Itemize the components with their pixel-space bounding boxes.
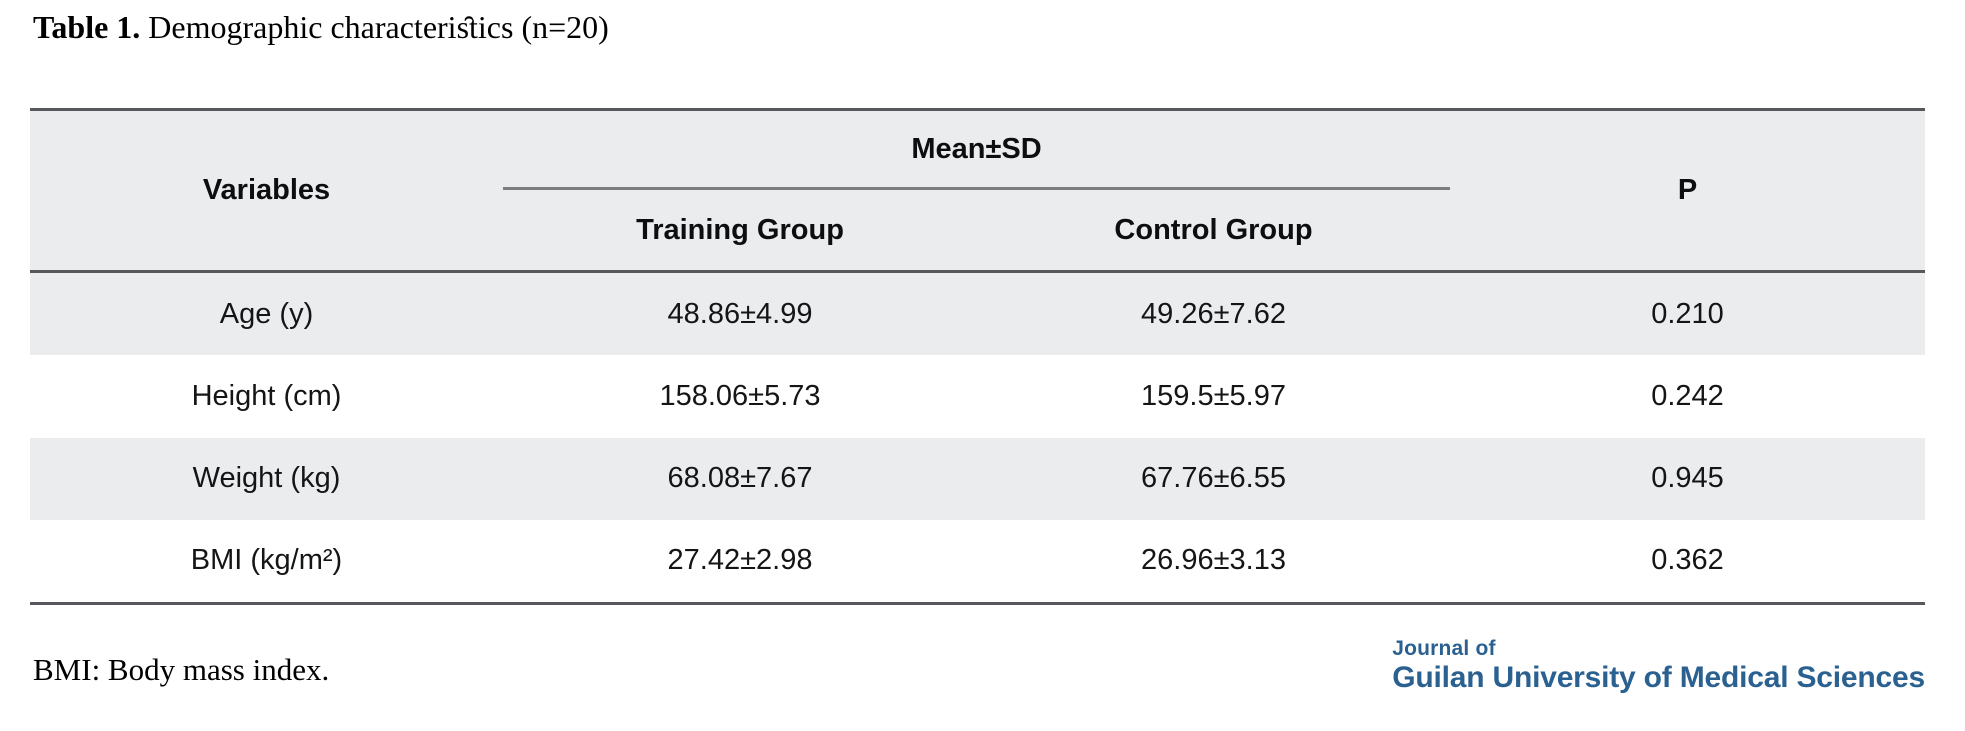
table-row-age: Age (y) 48.86±4.99 49.26±7.62 0.210	[30, 273, 1925, 356]
cell-control-value: 49.26±7.62	[1141, 297, 1286, 330]
demographics-table: Variables Mean±SD Training Group Control…	[30, 108, 1925, 605]
journal-logo: Journal of Guilan University of Medical …	[1392, 636, 1925, 695]
journal-logo-name: Guilan University of Medical Sciences	[1392, 661, 1925, 694]
table-caption: Table 1. Demographic characteris̑tics (n…	[33, 8, 609, 46]
header-p-value: P	[1677, 174, 1698, 206]
table-row-weight: Weight (kg) 68.08±7.67 67.76±6.55 0.945	[30, 437, 1925, 520]
journal-logo-prefix: Journal of	[1392, 637, 1496, 660]
table-caption-text: Demographic characteris̑tics (n=20)	[140, 9, 609, 45]
cell-variable: Weight (kg)	[192, 462, 341, 495]
header-mean-sd: Mean±SD	[503, 111, 1450, 190]
cell-p-value: 0.242	[1651, 379, 1724, 412]
cell-control-value: 26.96±3.13	[1141, 544, 1286, 577]
table-header: Variables Mean±SD Training Group Control…	[30, 111, 1925, 273]
table-footnote: BMI: Body mass index.	[33, 652, 330, 687]
cell-training-value: 27.42±2.98	[667, 544, 813, 577]
table-caption-number: Table 1.	[33, 9, 141, 45]
cell-variable: Age (y)	[219, 297, 314, 330]
cell-control-value: 67.76±6.55	[1141, 462, 1286, 495]
table-row-bmi: BMI (kg/m²) 27.42±2.98 26.96±3.13 0.362	[30, 520, 1925, 602]
cell-p-value: 0.362	[1651, 544, 1724, 577]
cell-variable: Height (cm)	[191, 379, 342, 412]
cell-control-value: 159.5±5.97	[1141, 379, 1286, 412]
header-training-group: Training Group	[636, 213, 844, 246]
cell-training-value: 48.86±4.99	[667, 297, 813, 330]
cell-training-value: 158.06±5.73	[659, 379, 821, 412]
table-row-height: Height (cm) 158.06±5.73 159.5±5.97 0.242	[30, 355, 1925, 437]
header-control-group: Control Group	[1114, 213, 1313, 246]
cell-training-value: 68.08±7.67	[667, 462, 813, 495]
cell-variable: BMI (kg/m²)	[190, 544, 343, 577]
cell-p-value: 0.945	[1651, 462, 1724, 495]
header-variables: Variables	[202, 174, 331, 206]
cell-p-value: 0.210	[1651, 297, 1724, 330]
